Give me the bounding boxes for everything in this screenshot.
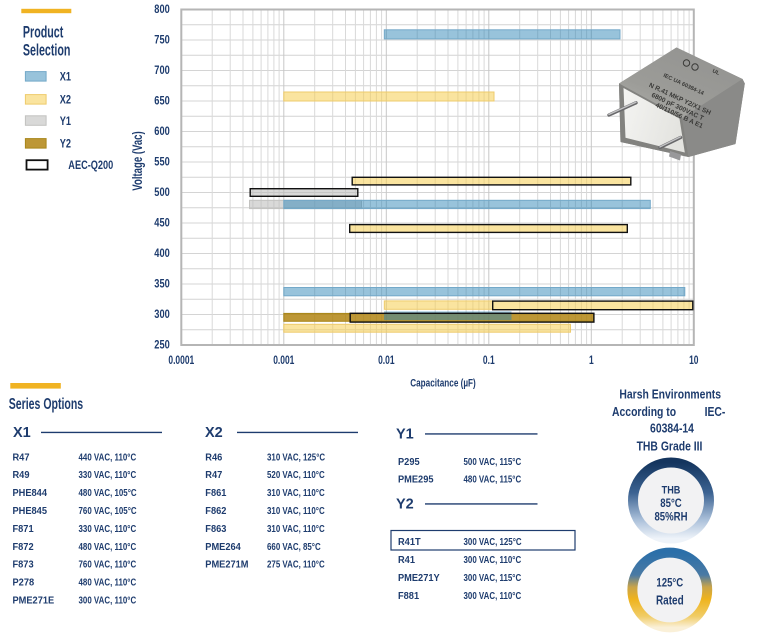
svg-text:500 VAC, 115°C: 500 VAC, 115°C — [464, 456, 522, 467]
svg-text:Selection: Selection — [23, 41, 71, 60]
svg-text:760 VAC, 105°C: 760 VAC, 105°C — [79, 505, 137, 516]
svg-text:300 VAC, 110°C: 300 VAC, 110°C — [464, 590, 522, 601]
svg-text:PME264: PME264 — [205, 541, 241, 553]
svg-text:0.0001: 0.0001 — [168, 355, 194, 368]
svg-text:R47: R47 — [205, 470, 223, 482]
svg-text:330 VAC, 110°C: 330 VAC, 110°C — [79, 523, 137, 534]
svg-text:P278: P278 — [13, 577, 35, 589]
svg-text:Y1: Y1 — [396, 427, 414, 443]
svg-text:PME271Y: PME271Y — [398, 572, 440, 584]
svg-text:F861: F861 — [205, 488, 227, 500]
svg-text:550: 550 — [154, 155, 170, 168]
svg-text:300: 300 — [154, 308, 170, 321]
svg-text:85%RH: 85%RH — [654, 511, 687, 524]
svg-text:275 VAC, 110°C: 275 VAC, 110°C — [267, 559, 325, 570]
svg-text:PHE844: PHE844 — [13, 488, 48, 500]
svg-text:F863: F863 — [205, 523, 227, 535]
svg-text:300 VAC, 125°C: 300 VAC, 125°C — [464, 536, 522, 547]
svg-text:Capacitance (µF): Capacitance (µF) — [410, 377, 476, 390]
svg-text:750: 750 — [154, 33, 170, 46]
svg-text:600: 600 — [154, 125, 170, 138]
svg-text:PME271M: PME271M — [205, 559, 248, 571]
svg-text:0.001: 0.001 — [273, 355, 294, 368]
svg-text:0.01: 0.01 — [378, 355, 395, 368]
svg-text:520 VAC, 110°C: 520 VAC, 110°C — [267, 469, 325, 480]
svg-text:450: 450 — [154, 216, 170, 229]
svg-text:R47: R47 — [13, 452, 31, 464]
svg-text:480 VAC, 110°C: 480 VAC, 110°C — [79, 577, 137, 588]
svg-text:310 VAC, 125°C: 310 VAC, 125°C — [267, 451, 325, 462]
svg-text:According to: According to — [612, 405, 676, 419]
svg-text:0.1: 0.1 — [483, 355, 495, 368]
svg-text:125°C: 125°C — [656, 577, 683, 590]
svg-text:700: 700 — [154, 64, 170, 77]
svg-text:350: 350 — [154, 277, 170, 290]
svg-text:F862: F862 — [205, 506, 227, 518]
svg-text:F881: F881 — [398, 590, 420, 602]
svg-text:310 VAC, 110°C: 310 VAC, 110°C — [267, 487, 325, 498]
svg-text:UL: UL — [711, 68, 721, 77]
svg-text:R41T: R41T — [398, 536, 421, 548]
svg-text:480 VAC, 115°C: 480 VAC, 115°C — [464, 473, 522, 484]
svg-text:THB: THB — [662, 484, 681, 496]
svg-text:X2: X2 — [205, 425, 223, 441]
svg-text:10: 10 — [689, 355, 699, 368]
svg-text:300 VAC, 110°C: 300 VAC, 110°C — [464, 554, 522, 565]
svg-text:650: 650 — [154, 94, 170, 107]
svg-text:THB Grade III: THB Grade III — [637, 439, 703, 453]
svg-text:85°C: 85°C — [660, 497, 682, 510]
svg-text:PME295: PME295 — [398, 474, 434, 486]
svg-text:Y1: Y1 — [60, 116, 71, 128]
svg-text:Product: Product — [23, 23, 64, 42]
svg-text:1: 1 — [589, 355, 594, 368]
svg-text:660 VAC, 85°C: 660 VAC, 85°C — [267, 541, 321, 552]
svg-text:X2: X2 — [60, 95, 71, 107]
svg-text:800: 800 — [154, 3, 170, 16]
svg-text:PME271E: PME271E — [13, 595, 55, 607]
svg-text:F872: F872 — [13, 541, 35, 553]
svg-text:R46: R46 — [205, 452, 223, 464]
svg-text:310 VAC, 110°C: 310 VAC, 110°C — [267, 523, 325, 534]
svg-text:IEC-: IEC- — [705, 405, 726, 419]
svg-text:X1: X1 — [60, 72, 71, 84]
svg-text:300 VAC, 115°C: 300 VAC, 115°C — [464, 572, 522, 583]
svg-text:AEC-Q200: AEC-Q200 — [68, 160, 113, 172]
svg-text:Series Options: Series Options — [9, 395, 83, 413]
svg-text:300 VAC, 110°C: 300 VAC, 110°C — [79, 595, 137, 606]
svg-text:P295: P295 — [398, 456, 420, 468]
svg-text:330 VAC, 110°C: 330 VAC, 110°C — [79, 469, 137, 480]
svg-text:500: 500 — [154, 186, 170, 199]
svg-text:440 VAC, 110°C: 440 VAC, 110°C — [79, 451, 137, 462]
svg-text:760 VAC, 110°C: 760 VAC, 110°C — [79, 559, 137, 570]
svg-text:400: 400 — [154, 247, 170, 260]
svg-text:480 VAC, 110°C: 480 VAC, 110°C — [79, 541, 137, 552]
svg-text:F871: F871 — [13, 523, 35, 535]
svg-text:R41: R41 — [398, 554, 416, 566]
svg-text:Y2: Y2 — [60, 139, 71, 151]
svg-text:310 VAC, 110°C: 310 VAC, 110°C — [267, 505, 325, 516]
svg-text:X1: X1 — [13, 425, 31, 441]
svg-text:60384-14: 60384-14 — [650, 421, 694, 435]
svg-text:250: 250 — [154, 338, 170, 351]
svg-text:480 VAC, 105°C: 480 VAC, 105°C — [79, 487, 137, 498]
svg-text:R49: R49 — [13, 470, 31, 482]
svg-text:Y2: Y2 — [396, 497, 414, 513]
svg-text:PHE845: PHE845 — [13, 506, 48, 518]
svg-text:F873: F873 — [13, 559, 35, 571]
svg-text:Harsh Environments: Harsh Environments — [619, 387, 721, 401]
svg-text:Rated: Rated — [656, 595, 684, 608]
svg-text:Voltage (Vac): Voltage (Vac) — [131, 131, 146, 190]
